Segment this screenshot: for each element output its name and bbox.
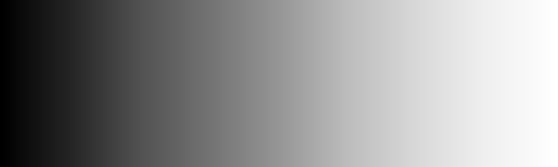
Text: The above reaction in the citric acid cycle a. brings an acetyl
group into the c: The above reaction in the citric acid cy… (10, 12, 532, 129)
